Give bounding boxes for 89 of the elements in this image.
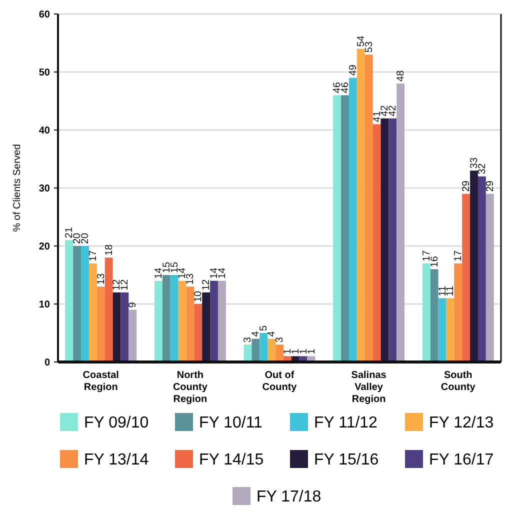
data-label: 3 — [274, 336, 286, 343]
bar — [186, 286, 194, 362]
bar — [210, 280, 218, 362]
data-label: 20 — [80, 232, 91, 244]
bar — [65, 240, 74, 362]
y-axis-title: % of Clients Served — [12, 144, 23, 232]
legend-label: FY 10/11 — [199, 414, 263, 432]
bar — [260, 333, 268, 362]
bar — [268, 338, 276, 362]
data-label: 11 — [445, 285, 456, 296]
bar — [162, 275, 170, 362]
data-label: 10 — [193, 290, 204, 302]
data-label: 17 — [88, 250, 99, 262]
data-label: 53 — [364, 41, 375, 53]
bar — [128, 310, 137, 362]
legend-label: FY 11/12 — [314, 414, 378, 432]
x-tick-label: South County — [440, 370, 476, 393]
data-label: 1 — [306, 348, 318, 354]
bar — [170, 275, 178, 362]
bar — [276, 344, 284, 362]
legend-label: FY 16/17 — [429, 452, 494, 469]
x-tick-label: Salinas Valley Region — [351, 370, 387, 405]
data-label: 4 — [250, 330, 262, 337]
data-label: 13 — [96, 273, 107, 285]
y-tick-label: 50 — [38, 68, 50, 78]
bar — [486, 194, 494, 362]
bar — [88, 263, 97, 362]
y-tick-label: 0 — [44, 358, 50, 368]
bar — [81, 246, 89, 362]
data-label: 14 — [216, 267, 228, 279]
bar — [446, 298, 454, 362]
bar — [252, 338, 260, 362]
bar — [356, 48, 365, 362]
data-label: 13 — [185, 273, 196, 285]
y-tick-label: 40 — [38, 126, 50, 136]
bar — [438, 298, 446, 362]
data-label: 9 — [128, 302, 139, 308]
bar — [112, 292, 121, 362]
bar — [364, 54, 373, 362]
bar — [396, 84, 405, 362]
data-label: 16 — [429, 256, 440, 268]
data-label: 48 — [396, 70, 407, 82]
bar — [120, 292, 129, 362]
bar — [372, 124, 381, 362]
y-tick-label: 30 — [38, 184, 50, 194]
bar — [348, 78, 357, 362]
data-label: 32 — [476, 162, 488, 174]
data-label: 4 — [266, 330, 278, 337]
data-label: 12 — [201, 278, 212, 290]
bar — [454, 263, 462, 362]
legend-label: FY 09/10 — [84, 414, 149, 432]
data-label: 3 — [242, 336, 254, 343]
bar — [462, 194, 470, 362]
data-label: 42 — [388, 104, 399, 116]
bar — [478, 176, 486, 362]
bar — [73, 246, 82, 362]
x-tick-label: North County Region — [172, 370, 208, 405]
bar — [430, 269, 438, 362]
data-label: 12 — [120, 278, 131, 290]
legend-label: FY 12/13 — [429, 414, 494, 432]
bar — [154, 280, 162, 362]
data-label: 5 — [258, 325, 270, 331]
y-tick-label: 20 — [38, 242, 50, 252]
bar — [388, 118, 397, 362]
bar — [380, 118, 389, 362]
legend-label: FY 15/16 — [314, 452, 379, 469]
x-tick-label: Out of County — [262, 370, 298, 393]
legend-label: FY 13/14 — [84, 452, 149, 469]
bar — [202, 292, 210, 362]
data-label: 29 — [461, 180, 472, 192]
bar — [96, 286, 105, 362]
y-tick-label: 10 — [38, 300, 50, 310]
x-tick-label: Coastal Region — [82, 370, 120, 393]
bar — [470, 170, 478, 362]
data-label: 29 — [484, 180, 496, 192]
data-label: 18 — [104, 244, 115, 256]
bar — [104, 258, 113, 362]
bar — [341, 95, 349, 362]
bar — [218, 280, 226, 362]
bar — [178, 280, 186, 362]
data-label: 17 — [453, 250, 464, 262]
y-tick-label: 60 — [38, 10, 50, 20]
legend-label: FY 14/15 — [199, 452, 264, 469]
legend-label: FY 17/18 — [256, 488, 322, 506]
data-label: 49 — [348, 64, 359, 76]
bar — [333, 95, 342, 362]
bar — [194, 304, 202, 362]
data-label: 46 — [340, 82, 351, 94]
bar — [422, 263, 430, 362]
